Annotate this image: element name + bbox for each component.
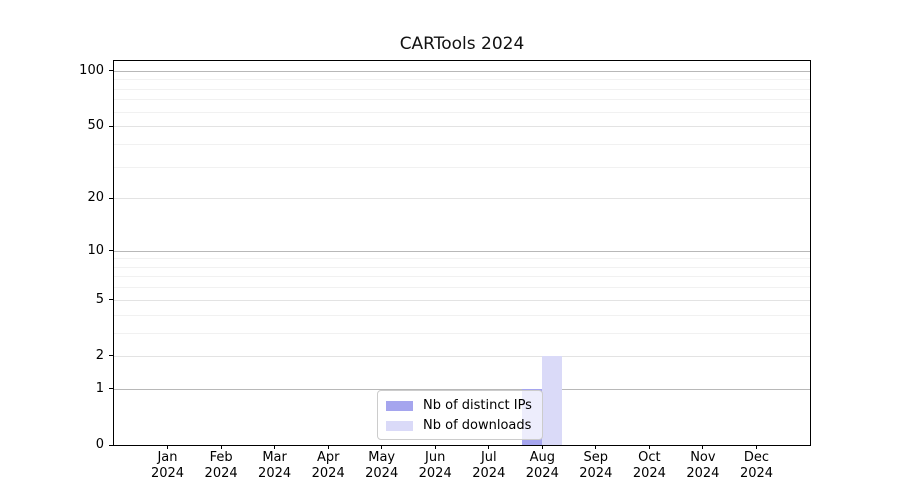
y-tick-label: 2 bbox=[95, 347, 104, 363]
x-tick-label: Nov 2024 bbox=[686, 450, 720, 481]
y-gridline-minor bbox=[114, 143, 810, 145]
y-tick-label: 0 bbox=[95, 437, 104, 452]
x-tick-label: Feb 2024 bbox=[204, 450, 238, 481]
y-gridline-minor bbox=[114, 88, 810, 90]
y-gridline-minor bbox=[114, 99, 810, 101]
x-tick-mark bbox=[220, 445, 222, 449]
x-tick-label: May 2024 bbox=[365, 450, 399, 481]
legend-label-downloads: Nb of downloads bbox=[423, 418, 532, 433]
legend-swatch-downloads-icon bbox=[386, 420, 413, 431]
y-gridline-minor bbox=[114, 287, 810, 289]
chart-title: CARTools 2024 bbox=[399, 34, 525, 54]
y-gridline bbox=[114, 126, 810, 128]
x-tick-mark bbox=[648, 445, 650, 449]
y-gridline bbox=[114, 388, 810, 390]
y-gridline-minor bbox=[114, 258, 810, 260]
x-tick-mark bbox=[756, 445, 757, 449]
y-gridline bbox=[114, 299, 810, 301]
y-gridline-minor bbox=[114, 314, 810, 316]
legend-entry-distinct-ips: Nb of distinct IPs bbox=[386, 397, 534, 414]
x-tick-label: Jul 2024 bbox=[472, 450, 506, 481]
plot-area: 0 1 2 5 10 20 50 100 Jan 2024 Feb 2024 Mar 2024 Apr 202… bbox=[79, 60, 811, 481]
legend: Nb of distinct IPs Nb of downloads bbox=[377, 390, 543, 440]
y-tick-label: 10 bbox=[87, 242, 104, 258]
x-tick-label: Jun 2024 bbox=[418, 450, 452, 481]
x-tick-label: Aug 2024 bbox=[525, 450, 559, 481]
y-tick-mark bbox=[109, 125, 114, 127]
x-tick-mark bbox=[167, 445, 168, 449]
y-gridline-minor bbox=[114, 111, 810, 113]
y-gridline-minor bbox=[114, 276, 810, 278]
x-tick-label: Dec 2024 bbox=[739, 450, 774, 481]
y-tick-mark bbox=[109, 299, 114, 301]
y-tick-label: 100 bbox=[79, 62, 104, 78]
x-tick-mark bbox=[702, 445, 704, 449]
y-gridline-minor bbox=[114, 266, 810, 268]
x-tick-label: Apr 2024 bbox=[311, 450, 345, 481]
y-gridline-minor bbox=[114, 79, 810, 81]
x-tick-mark bbox=[434, 445, 436, 449]
legend-swatch-distinct-ips-icon bbox=[386, 400, 413, 411]
y-gridline bbox=[114, 70, 810, 72]
legend-entry-downloads: Nb of downloads bbox=[386, 417, 534, 434]
y-gridline bbox=[114, 355, 810, 357]
y-tick-mark bbox=[109, 250, 114, 252]
x-tick-label: Jan 2024 bbox=[150, 450, 185, 481]
y-tick-label: 50 bbox=[87, 118, 104, 134]
x-tick-mark bbox=[274, 445, 276, 449]
x-tick-label: Oct 2024 bbox=[632, 450, 666, 481]
y-gridline-minor bbox=[114, 332, 810, 334]
y-tick-mark bbox=[109, 197, 114, 199]
y-tick-mark bbox=[109, 70, 114, 72]
y-tick-mark bbox=[109, 388, 114, 390]
y-tick-label: 5 bbox=[95, 291, 104, 307]
y-gridline-minor bbox=[114, 166, 810, 168]
x-tick-mark bbox=[595, 445, 597, 449]
x-tick-mark bbox=[488, 445, 490, 449]
bar-downloads bbox=[542, 355, 563, 445]
y-tick-mark bbox=[109, 444, 114, 446]
x-tick-mark bbox=[541, 445, 543, 449]
y-gridline bbox=[114, 198, 810, 200]
y-tick-label: 1 bbox=[95, 380, 104, 396]
y-tick-mark bbox=[109, 355, 114, 357]
y-tick-label: 20 bbox=[87, 190, 104, 206]
x-tick-mark bbox=[327, 445, 329, 449]
y-gridline bbox=[114, 250, 810, 252]
x-tick-mark bbox=[381, 445, 383, 449]
x-tick-label: Mar 2024 bbox=[258, 450, 292, 481]
x-tick-label: Sep 2024 bbox=[579, 450, 613, 481]
legend-label-distinct-ips: Nb of distinct IPs bbox=[423, 398, 532, 413]
